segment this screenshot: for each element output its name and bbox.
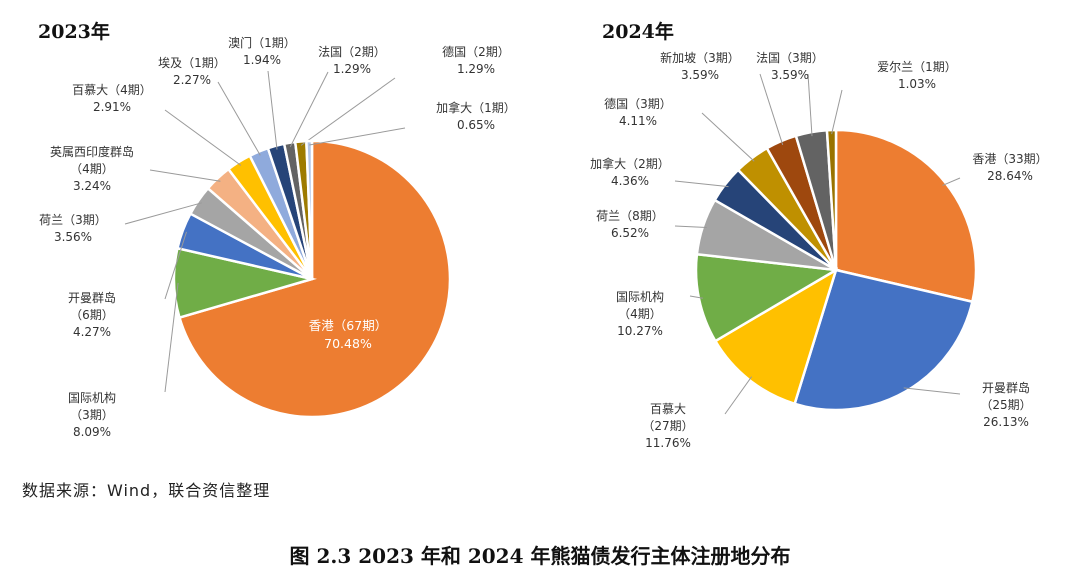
pie-slice-开曼群岛-25期 [793, 268, 974, 412]
leader-line [289, 71, 329, 148]
leader-line [217, 81, 261, 156]
slice-label-value: 70.48% [324, 336, 372, 351]
slice-label-value: 4.27% [73, 325, 111, 339]
slice-label-name: 香港（33期） [972, 152, 1047, 166]
leader-line [267, 70, 278, 150]
chart-title-2023: 2023年 [38, 20, 110, 43]
slice-label-name: （27期） [642, 419, 693, 433]
leader-line [903, 387, 961, 395]
source-note: 数据来源：Wind，联合资信整理 [22, 481, 271, 500]
slice-label-value: 0.65% [457, 118, 495, 132]
slice-label-name: 法国（2期） [318, 45, 386, 59]
slice-label-value: 2.91% [93, 100, 131, 114]
slice-label-value: 1.29% [333, 62, 371, 76]
slice-label-value: 4.36% [611, 174, 649, 188]
leader-line [164, 109, 242, 166]
chart-title-2024: 2024年 [602, 20, 674, 43]
leader-line [309, 127, 406, 146]
slice-label-name: 德国（3期） [604, 96, 672, 111]
leader-line [124, 202, 202, 225]
leader-line [149, 169, 221, 182]
pie-slice-加拿大-1期 [305, 139, 314, 280]
slice-label-name: 加拿大（1期） [436, 100, 516, 115]
pie-2024: 香港（33期） 28.64% 开曼群岛 （25期） 26.13% 百慕大 （27期） 11.7… [590, 50, 1047, 450]
slice-label-name: 国际机构 [68, 390, 116, 405]
slice-label-name: 埃及（1期） [158, 56, 226, 70]
slice-label-name: （3期） [70, 408, 114, 422]
leader-line [942, 177, 961, 186]
slice-label-value: 4.11% [619, 114, 657, 128]
slice-label-value: 6.52% [611, 226, 649, 240]
slice-label-value: 3.59% [681, 68, 719, 82]
slice-label-value: 11.76% [645, 436, 691, 450]
slice-label-name: （6期） [70, 308, 114, 322]
slice-label-name: 开曼群岛 [982, 380, 1030, 395]
leader-line [300, 77, 396, 146]
leader-line [164, 231, 187, 300]
slice-label-name: （4期） [70, 162, 114, 176]
slice-label-name: 爱尔兰（1期） [877, 59, 957, 74]
slice-label-name: 加拿大（2期） [590, 156, 670, 171]
slice-label-value: 28.64% [987, 169, 1033, 183]
leader-line [724, 376, 753, 415]
slice-label-name: （25期） [980, 398, 1031, 412]
slice-label-value: 3.59% [771, 68, 809, 82]
leader-line [674, 225, 707, 228]
slice-label-name: 百慕大（4期） [72, 83, 152, 97]
slice-label-name: 荷兰（3期） [39, 213, 107, 227]
slice-label-name: （4期） [618, 307, 662, 321]
slice-label-name: 新加坡（3期） [660, 50, 740, 65]
slice-label-value: 1.03% [898, 77, 936, 91]
slice-label-name: 德国（2期） [442, 44, 510, 59]
slice-label-name: 国际机构 [616, 289, 664, 304]
leader-line [674, 180, 729, 188]
slice-label-name: 荷兰（8期） [596, 209, 664, 223]
pie-slice-香港-33期 [834, 128, 978, 304]
slice-label-name: 香港（67期） [309, 318, 387, 333]
slice-label-value: 8.09% [73, 425, 111, 439]
leader-line [807, 73, 813, 137]
slice-label-value: 2.27% [173, 73, 211, 87]
pie-2023: 香港（67期） 70.48% 国际机构 （3期） 8.09% 开曼群岛 （6期） 4.27% 荷… [39, 35, 516, 439]
leader-line [164, 282, 179, 393]
slice-label-value: 3.24% [73, 179, 111, 193]
leader-line [831, 89, 843, 135]
leader-line [689, 295, 704, 299]
slice-label-name: 百慕大 [650, 402, 686, 416]
slice-label-name: 澳门（1期） [228, 35, 296, 50]
pie-slice-国际机构-4期 [694, 252, 840, 343]
slice-label-value: 10.27% [617, 324, 663, 338]
pie-slice-爱尔兰-1期 [825, 128, 838, 271]
leader-line [701, 112, 755, 162]
slice-label-name: 英属西印度群岛 [50, 144, 134, 159]
slice-label-name: 法国（3期） [756, 51, 824, 65]
figure-caption: 图 2.3 2023 年和 2024 年熊猫债发行主体注册地分布 [289, 544, 791, 568]
slice-label-value: 1.94% [243, 53, 281, 67]
slice-label-value: 26.13% [983, 415, 1029, 429]
slice-label-name: 开曼群岛 [68, 290, 116, 305]
slice-label-value: 3.56% [54, 230, 92, 244]
slice-label-value: 1.29% [457, 62, 495, 76]
leader-line [759, 73, 784, 146]
